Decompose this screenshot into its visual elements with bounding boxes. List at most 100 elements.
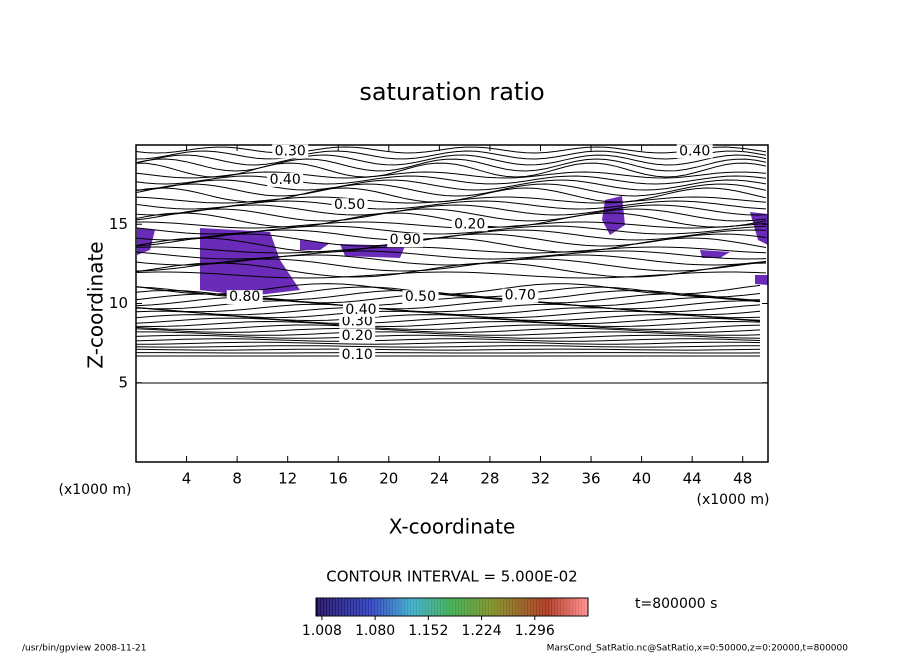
y-tick-label: 10	[109, 294, 128, 312]
contour-label: 0.40	[270, 172, 301, 188]
contour-label-bg	[387, 233, 424, 248]
footer-left: /usr/bin/gpview 2008-11-21	[22, 644, 146, 654]
contour-label: 0.40	[345, 302, 376, 318]
contour-label-bg	[502, 288, 539, 303]
colorbar-tick-label: 1.296	[515, 623, 555, 639]
contour-label-bg	[226, 290, 263, 305]
footer-right: MarsCond_SatRatio.nc@SatRatio,x=0:50000,…	[547, 644, 849, 654]
contour-line	[135, 237, 767, 253]
x-tick-label: 4	[182, 470, 192, 488]
contour-label-bg	[339, 314, 376, 329]
contour-line	[135, 221, 767, 229]
shaded-region	[137, 228, 155, 255]
contour-label-bg	[342, 302, 379, 317]
contour-line	[135, 327, 761, 333]
contour-line	[135, 254, 767, 266]
x-tick-label: 36	[581, 470, 600, 488]
contour-line	[135, 246, 767, 254]
contour-label: 0.70	[505, 288, 536, 304]
x-axis-unit: (x1000 m)	[697, 492, 770, 508]
x-tick-label: 28	[480, 470, 499, 488]
contour-line	[135, 317, 761, 325]
x-tick-label: 40	[632, 470, 651, 488]
x-tick-label: 12	[278, 470, 297, 488]
contour-line	[135, 175, 767, 185]
colorbar	[315, 597, 589, 617]
contour-line	[135, 154, 767, 166]
contour-line	[135, 183, 767, 197]
contour-line	[135, 171, 767, 179]
contour-line	[135, 296, 761, 307]
contour-label-bg	[331, 198, 368, 213]
contour-line	[135, 331, 761, 336]
contour-label: 0.40	[679, 143, 710, 159]
contour-label-bg	[339, 348, 376, 363]
colorbar-tick-label: 1.008	[302, 623, 342, 639]
x-tick-label: 24	[430, 470, 449, 488]
y-axis-unit: (x1000 m)	[59, 482, 132, 498]
contour-line	[135, 320, 761, 328]
contour-label-bg	[339, 328, 376, 343]
contour-line	[135, 348, 761, 351]
contour-line	[135, 208, 767, 222]
contour-label-bg	[402, 290, 439, 305]
time-label: t=800000 s	[635, 596, 717, 612]
contour-line	[135, 307, 761, 316]
contour-line	[135, 225, 767, 235]
contour-line	[135, 158, 767, 172]
contour-line	[135, 250, 767, 260]
contour-line	[135, 179, 767, 191]
contour-line	[135, 196, 767, 204]
contour-label-bg	[272, 144, 309, 159]
contour-line	[135, 258, 767, 272]
contour-label-bg	[451, 217, 488, 232]
contour-label: 0.10	[342, 347, 373, 363]
contour-line	[135, 146, 767, 154]
shaded-region	[755, 275, 768, 285]
contour-line	[135, 204, 767, 216]
shaded-region	[200, 228, 300, 296]
contour-line	[135, 187, 767, 203]
contour-label: 0.20	[342, 328, 373, 344]
contour-line	[135, 262, 767, 278]
x-tick-label: 44	[683, 470, 702, 488]
contour-line	[135, 271, 767, 279]
contour-interval: CONTOUR INTERVAL = 5.000E-02	[326, 568, 577, 586]
contour-line	[135, 345, 760, 348]
contour-label: 0.30	[342, 314, 373, 330]
contour-label-bg	[267, 172, 304, 187]
shaded-region	[750, 212, 768, 245]
contour-line	[135, 289, 761, 301]
contour-label-bg	[676, 144, 713, 159]
x-tick-label: 20	[379, 470, 398, 488]
contour-line	[135, 283, 761, 295]
colorbar-tick-label: 1.080	[355, 623, 395, 639]
contour-label: 0.50	[334, 197, 365, 213]
contour-line	[135, 150, 767, 160]
colorbar-tick-label: 1.152	[408, 623, 448, 639]
contour-label: 0.50	[405, 289, 436, 305]
x-tick-label: 32	[531, 470, 550, 488]
contour-line	[135, 324, 761, 330]
y-tick-label: 5	[118, 373, 128, 391]
x-axis-label: X-coordinate	[389, 515, 516, 539]
contour-label: 0.90	[390, 232, 421, 248]
contour-line	[135, 212, 767, 228]
y-tick-label: 15	[109, 215, 128, 233]
contour-label: 0.20	[454, 216, 485, 232]
contour-line	[135, 338, 761, 342]
plot-area	[135, 144, 769, 463]
x-tick-label: 16	[329, 470, 348, 488]
colorbar-tick-label: 1.224	[462, 623, 502, 639]
contour-line	[135, 300, 761, 310]
contour-label: 0.80	[229, 289, 260, 305]
x-tick-label: 8	[232, 470, 242, 488]
y-axis-label: Z-coordinate	[84, 241, 108, 368]
contour-label: 0.30	[275, 143, 306, 159]
contour-line	[135, 334, 761, 339]
shaded-region	[700, 250, 730, 258]
x-tick-label: 48	[733, 470, 752, 488]
contour-line	[135, 303, 761, 313]
contour-line	[135, 341, 761, 345]
